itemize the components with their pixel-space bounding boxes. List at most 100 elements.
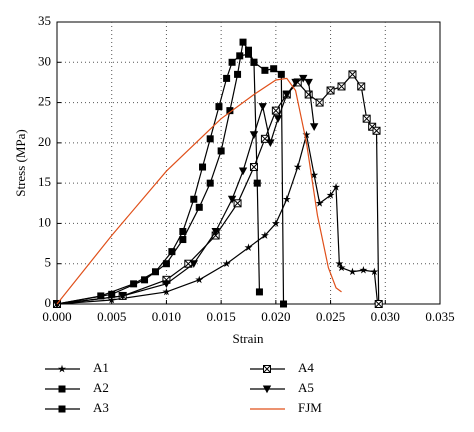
marker-cross	[233, 199, 242, 208]
marker	[179, 236, 187, 244]
marker	[326, 191, 335, 199]
marker	[223, 74, 231, 82]
marker-cross	[362, 114, 371, 123]
marker-cross	[315, 98, 324, 107]
marker	[304, 78, 313, 87]
marker	[250, 58, 258, 66]
marker	[357, 82, 366, 91]
marker	[249, 131, 259, 139]
marker	[162, 287, 171, 296]
legend-label: A5	[298, 380, 314, 395]
marker	[222, 259, 231, 268]
series-line	[56, 77, 342, 305]
marker	[370, 267, 379, 276]
marker	[199, 163, 207, 171]
marker	[372, 126, 381, 135]
marker	[130, 280, 138, 288]
marker	[348, 267, 357, 276]
marker	[227, 195, 237, 204]
x-tick-label: 0.000	[42, 309, 71, 324]
marker	[239, 38, 247, 46]
marker	[238, 167, 248, 176]
marker	[277, 70, 285, 78]
marker	[261, 66, 269, 74]
marker	[58, 405, 66, 413]
marker	[108, 290, 116, 298]
x-axis-title: Strain	[232, 331, 264, 346]
y-tick-label: 30	[38, 53, 51, 68]
marker	[315, 199, 324, 207]
marker	[271, 219, 280, 227]
marker	[266, 139, 275, 148]
marker-cross	[348, 70, 357, 79]
marker	[206, 135, 214, 143]
legend-label: A4	[298, 360, 314, 375]
marker	[189, 260, 198, 268]
marker	[299, 74, 308, 83]
marker	[226, 107, 234, 115]
marker	[233, 199, 242, 208]
marker	[374, 300, 383, 308]
marker	[195, 203, 203, 211]
marker	[118, 292, 127, 301]
marker	[107, 295, 116, 304]
x-tick-label: 0.020	[261, 309, 290, 324]
marker	[211, 227, 220, 236]
marker	[228, 58, 236, 66]
marker	[245, 50, 252, 58]
marker	[270, 65, 278, 73]
marker-cross	[374, 300, 383, 308]
marker	[236, 52, 244, 60]
marker	[293, 162, 302, 171]
marker	[348, 70, 357, 79]
y-tick-label: 25	[38, 94, 51, 109]
marker	[280, 300, 288, 308]
series-line	[56, 134, 379, 305]
marker-cross	[263, 365, 271, 373]
marker	[304, 90, 313, 99]
marker	[260, 231, 269, 239]
marker	[335, 259, 344, 268]
marker	[234, 70, 242, 78]
plot-area	[52, 21, 441, 309]
marker	[206, 179, 214, 187]
x-tick-label: 0.035	[425, 309, 454, 324]
marker	[263, 365, 271, 373]
legend-label: A1	[93, 360, 109, 375]
plot-frame	[56, 21, 441, 305]
series-line	[56, 77, 315, 305]
marker-cross	[357, 82, 366, 91]
marker	[271, 106, 280, 115]
marker	[337, 82, 346, 91]
marker	[52, 300, 62, 309]
marker	[282, 91, 291, 99]
legend-label: A2	[93, 380, 109, 395]
marker	[217, 147, 225, 155]
marker	[168, 248, 176, 256]
marker	[255, 288, 263, 296]
marker	[262, 385, 272, 394]
marker	[359, 265, 368, 274]
y-tick-label: 35	[38, 13, 51, 28]
marker	[162, 260, 170, 268]
x-tick-label: 0.005	[97, 309, 126, 324]
series-line	[56, 40, 285, 305]
marker	[190, 195, 198, 203]
y-tick-label: 0	[45, 295, 52, 310]
marker	[244, 243, 253, 251]
marker	[310, 170, 319, 179]
marker-cross	[337, 82, 346, 91]
x-tick-label: 0.030	[371, 309, 400, 324]
y-tick-label: 15	[38, 174, 51, 189]
marker	[249, 163, 258, 172]
marker	[253, 179, 261, 187]
marker	[195, 275, 204, 284]
marker	[245, 46, 252, 54]
marker-cross	[372, 126, 381, 135]
marker	[162, 280, 171, 289]
marker	[332, 182, 341, 191]
y-tick-label: 10	[38, 214, 51, 229]
marker	[58, 364, 66, 373]
marker	[326, 86, 335, 95]
legend-label: FJM	[298, 400, 322, 415]
